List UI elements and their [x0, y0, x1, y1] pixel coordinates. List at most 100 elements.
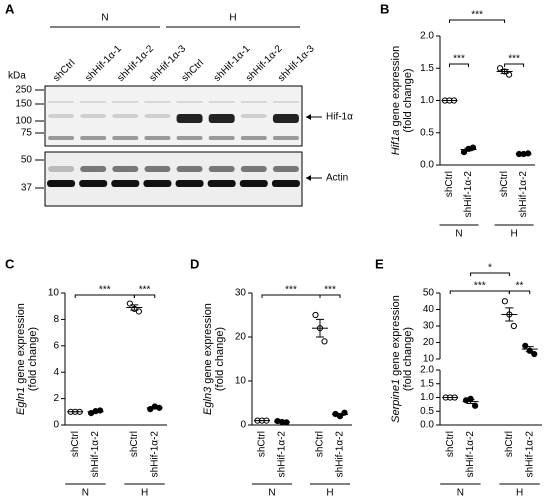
band	[272, 166, 299, 172]
data-point	[522, 342, 529, 349]
band	[208, 114, 235, 123]
y-axis-label: Egln1 gene expression	[15, 303, 27, 415]
band	[239, 180, 268, 187]
band	[112, 114, 139, 118]
band	[271, 180, 300, 187]
error-bar	[316, 318, 324, 338]
x-tick-label: shHif-1α-2	[463, 171, 474, 218]
group-label: N	[268, 488, 275, 498]
band	[48, 101, 75, 103]
x-tick-label: shHif-1α-2	[465, 431, 476, 478]
error-bar	[278, 420, 286, 423]
arrow-head	[306, 114, 311, 120]
y-tick-label: 0.0	[420, 420, 434, 431]
significance-bracket	[508, 290, 531, 294]
significance-bracket	[449, 19, 506, 23]
error-bar	[130, 304, 139, 311]
band	[208, 101, 235, 103]
data-point	[472, 402, 479, 409]
y-tick-label: 2	[53, 393, 59, 404]
y-tick-label: 1.0	[420, 392, 434, 403]
kda-marker: 50	[21, 155, 33, 166]
x-tick-label: shCtrl	[257, 431, 268, 457]
group-label: N	[82, 488, 89, 498]
lane-label: shCtrl	[51, 58, 77, 84]
band	[175, 180, 204, 187]
y-axis-label: Hif1a gene expression	[390, 46, 402, 155]
x-tick-label: shCtrl	[70, 431, 81, 457]
band	[240, 114, 267, 118]
y-tick-label: 1.0	[420, 95, 434, 106]
kda-marker: 100	[15, 116, 32, 127]
band	[47, 180, 76, 187]
significance-label: ***	[508, 54, 520, 65]
x-tick-label: shHif-1α-2	[90, 431, 101, 478]
error-bar	[500, 69, 509, 74]
arrow-head	[306, 175, 311, 181]
band	[240, 136, 267, 140]
error-bar	[505, 307, 514, 322]
gene-name: Serpine1	[390, 379, 402, 423]
x-tick-label: shHif-1α-2	[277, 431, 288, 478]
band	[176, 166, 203, 172]
y-axis-label-text: gene expression	[15, 303, 27, 384]
significance-bracket	[133, 294, 156, 298]
x-tick-label: shCtrl	[444, 171, 455, 197]
band	[272, 136, 299, 140]
kda-marker: 75	[21, 128, 33, 139]
significance-label: ***	[324, 285, 336, 296]
y-tick-label: 4	[53, 367, 59, 378]
band	[80, 136, 107, 140]
significance-label: ***	[474, 281, 486, 292]
y-axis-label: Serpine1 gene expression	[390, 295, 402, 423]
band	[207, 180, 236, 187]
x-tick-label: shCtrl	[445, 431, 456, 457]
y-tick-label: 30	[235, 288, 247, 299]
kda-label: kDa	[8, 71, 26, 82]
y-tick-label: 0.5	[420, 127, 434, 138]
band	[80, 101, 107, 103]
band	[240, 166, 267, 172]
band	[112, 166, 139, 172]
band	[48, 114, 75, 118]
y-axis-label-text: gene expression	[390, 295, 402, 376]
data-point	[506, 71, 513, 78]
band	[176, 101, 203, 103]
significance-label: **	[516, 281, 524, 292]
y-axis-unit: (fold change)	[27, 327, 39, 391]
significance-label: ***	[471, 10, 483, 21]
y-tick-label: 0.5	[420, 406, 434, 417]
y-tick-label: 40	[423, 304, 435, 315]
x-tick-label: shCtrl	[315, 431, 326, 457]
band	[144, 136, 171, 140]
y-tick-label: 6	[53, 340, 59, 351]
gene-name: Hif1a	[390, 130, 402, 156]
y-tick-label: 30	[423, 321, 435, 332]
error-bar	[336, 413, 344, 416]
group-label: N	[101, 13, 108, 24]
panel-letter: E	[375, 256, 384, 271]
band	[176, 114, 203, 123]
group-label: H	[229, 13, 236, 24]
y-tick-label: 2.0	[420, 31, 434, 42]
band	[80, 114, 107, 118]
x-tick-label: shHif-1α-2	[149, 431, 160, 478]
x-tick-label: shHif-1α-2	[335, 431, 346, 478]
band	[112, 101, 139, 103]
group-label: N	[457, 488, 464, 498]
y-tick-label: 1.5	[420, 378, 434, 389]
panel-letter: A	[5, 1, 15, 16]
data-point	[531, 350, 538, 358]
band	[208, 166, 235, 172]
y-tick-label: 10	[423, 354, 435, 365]
gene-name: Egln1	[15, 387, 27, 415]
data-point	[510, 322, 517, 330]
band	[240, 101, 267, 103]
band	[143, 180, 172, 187]
band-label: Actin	[326, 173, 348, 184]
y-tick-label: 10	[235, 376, 247, 387]
y-tick-label: 50	[423, 288, 435, 299]
x-tick-label: shCtrl	[504, 431, 515, 457]
kda-marker: 150	[15, 99, 32, 110]
